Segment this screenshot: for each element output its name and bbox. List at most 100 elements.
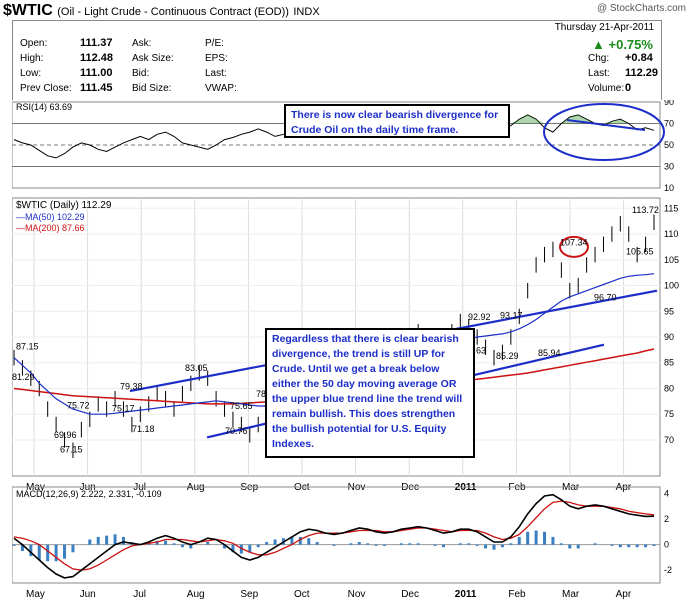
price-tick-label: 75: [664, 409, 674, 419]
quote-label: Ask:: [132, 38, 152, 49]
macd-histogram-bar: [492, 544, 496, 550]
macd-month-label: Jun: [80, 589, 96, 600]
macd-title: MACD(12,26,9) 2.222, 2.331, -0.109: [16, 489, 162, 499]
macd-tick-label: -2: [664, 565, 672, 575]
price-point-label: 85.94: [538, 348, 561, 358]
divergence-ellipse: [543, 103, 665, 161]
macd-histogram-bar: [180, 544, 184, 548]
macd-histogram-bar: [155, 540, 159, 545]
macd-month-label: Sep: [240, 589, 258, 600]
macd-histogram-bar: [231, 544, 235, 553]
macd-histogram-bar: [290, 536, 294, 545]
macd-histogram-bar: [500, 544, 504, 548]
macd-histogram-bar: [484, 544, 488, 549]
price-point-label: 87.15: [16, 342, 39, 352]
macd-histogram-bar: [475, 544, 479, 546]
macd-histogram-bar: [576, 544, 580, 549]
quote-label: Open:: [20, 38, 48, 49]
macd-histogram-bar: [610, 544, 614, 546]
macd-month-label: 2011: [455, 589, 477, 600]
macd-histogram-bar: [223, 544, 227, 549]
macd-histogram-bar: [467, 543, 471, 545]
price-tick-label: 100: [664, 281, 679, 291]
trend-annotation: Regardless that there is clear bearish d…: [265, 328, 475, 458]
quote-panel: [12, 20, 662, 100]
rsi-annotation: There is now clear bearish divergence fo…: [284, 104, 510, 138]
macd-histogram-bar: [332, 544, 336, 546]
macd-histogram-bar: [534, 530, 538, 545]
price-tick-label: 105: [664, 255, 679, 265]
macd-histogram-bar: [265, 542, 269, 545]
macd-histogram-bar: [147, 543, 151, 545]
price-point-label: 63: [476, 346, 486, 356]
macd-tick-label: 4: [664, 488, 669, 498]
macd-histogram-bar: [526, 531, 530, 545]
legend-entry: —MA(50) 102.29: [16, 212, 85, 222]
macd-line: [13, 493, 655, 579]
macd-histogram-bar: [54, 544, 58, 562]
quote-value: 0: [625, 82, 632, 94]
macd-histogram-bar: [543, 531, 547, 545]
macd-month-label: Mar: [562, 589, 580, 600]
price-point-label: 113.72: [632, 205, 659, 215]
watermark: @ StockCharts.com: [596, 3, 686, 14]
quote-value: +0.84: [625, 52, 653, 64]
macd-histogram-bar: [29, 544, 33, 557]
quote-label: VWAP:: [205, 83, 237, 94]
macd-histogram-bar: [20, 544, 24, 551]
quote-value: 111.37: [80, 37, 113, 49]
quote-label: Ask Size:: [132, 53, 174, 64]
up-arrow-icon: ▲: [592, 37, 605, 52]
rsi-tick-label: 10: [664, 183, 674, 192]
macd-histogram-bar: [458, 543, 462, 545]
price-point-label: 75.17: [112, 403, 135, 413]
macd-histogram-bar: [399, 543, 403, 545]
symbol: $WTIC: [3, 2, 53, 19]
quote-label: Last:: [205, 68, 227, 79]
quote-value: 112.48: [80, 52, 114, 64]
macd-histogram-bar: [256, 544, 260, 548]
quote-value: 111.45: [80, 82, 113, 94]
price-point-label: 69.96: [54, 430, 77, 440]
macd-histogram-bar: [441, 544, 445, 548]
price-point-label: 105.65: [626, 246, 654, 256]
macd-histogram-bar: [517, 536, 521, 545]
rsi-tick-label: 70: [664, 119, 674, 129]
macd-histogram-bar: [357, 542, 361, 545]
price-point-label: 107.34: [560, 238, 588, 248]
macd-tick-label: 2: [664, 514, 669, 524]
quote-value: 112.29: [625, 67, 659, 79]
price-point-label: 85.29: [496, 351, 519, 361]
macd-month-label: May: [26, 589, 45, 600]
macd-histogram-bar: [509, 543, 513, 545]
price-tick-label: 80: [664, 383, 674, 393]
macd-histogram-bar: [593, 543, 597, 545]
macd-histogram-bar: [172, 543, 176, 545]
price-point-label: 70.76: [225, 426, 248, 436]
macd-histogram-bar: [113, 534, 117, 545]
macd-histogram-bar: [635, 544, 639, 548]
price-point-label: 75.72: [67, 401, 90, 411]
rsi-tick-label: 30: [664, 162, 674, 172]
macd-histogram-bar: [416, 543, 420, 545]
exchange: INDX: [293, 6, 320, 18]
quote-label: EPS:: [205, 53, 228, 64]
macd-month-label: Feb: [508, 589, 526, 600]
price-point-label: 81.29: [12, 372, 35, 382]
macd-month-label: Jul: [133, 589, 146, 600]
quote-label: Bid:: [132, 68, 150, 79]
macd-histogram-bar: [298, 536, 302, 545]
macd-histogram-bar: [164, 540, 168, 545]
macd-histogram-bar: [88, 539, 92, 545]
macd-histogram-bar: [189, 544, 193, 549]
macd-tick-label: 0: [664, 540, 669, 550]
macd-histogram-bar: [374, 544, 378, 546]
macd-histogram-bar: [121, 536, 125, 545]
price-tick-label: 110: [664, 229, 678, 239]
price-tick-label: 90: [664, 332, 674, 342]
macd-histogram-bar: [627, 544, 631, 548]
quote-label: Bid Size:: [132, 83, 172, 94]
price-point-label: 67.15: [60, 445, 83, 455]
quote-label: Low:: [20, 68, 42, 79]
macd-month-label: Dec: [401, 589, 419, 600]
